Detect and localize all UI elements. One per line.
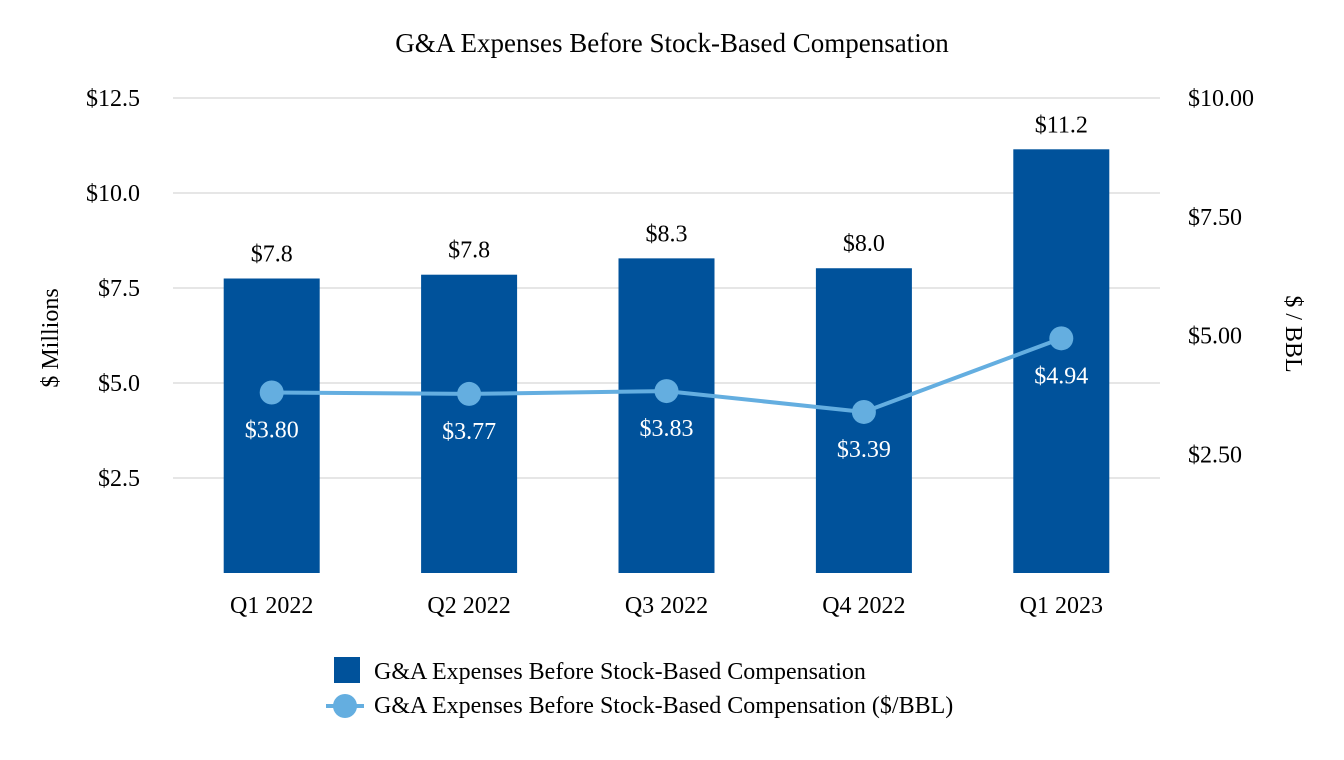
line-data-label: $3.39 (837, 437, 891, 463)
line-point (457, 381, 482, 406)
line-point (851, 399, 876, 424)
left-axis-tick-label: $12.5 (86, 86, 140, 112)
x-axis-category-label: Q3 2022 (625, 593, 708, 619)
bar (1013, 149, 1110, 574)
x-axis-category-label: Q1 2023 (1020, 593, 1103, 619)
bar-data-label: $11.2 (1035, 112, 1088, 138)
right-axis-tick-label: $10.00 (1188, 86, 1254, 112)
line-point (1049, 326, 1074, 351)
left-axis-tick-label: $2.5 (98, 466, 140, 492)
legend: G&A Expenses Before Stock-Based Compensa… (326, 657, 953, 719)
bar-data-label: $7.8 (448, 238, 490, 264)
line-data-label: $3.77 (442, 419, 496, 445)
x-axis-category-label: Q1 2022 (230, 593, 313, 619)
right-axis-tick-label: $7.50 (1188, 205, 1242, 231)
left-axis-tick-label: $7.5 (98, 276, 140, 302)
right-axis-tick-label: $2.50 (1188, 442, 1242, 468)
right-axis-tick-label: $5.00 (1188, 324, 1242, 350)
line-point (654, 379, 679, 404)
chart-title: G&A Expenses Before Stock-Based Compensa… (395, 28, 949, 58)
bar (223, 278, 320, 573)
line-data-label: $3.83 (640, 416, 694, 442)
bar-data-label: $7.8 (251, 242, 293, 268)
x-axis-category-label: Q4 2022 (822, 593, 905, 619)
line-series: $3.80 $3.77 $3.83 $3.39 $4.94 (245, 326, 1088, 463)
legend-line-marker (333, 694, 357, 718)
bar-data-label: $8.0 (843, 231, 885, 257)
left-axis-title: $ Millions (38, 288, 64, 387)
left-axis-tick-label: $5.0 (98, 371, 140, 397)
bar (421, 274, 518, 573)
bar-series: $7.8 $7.8 $8.3 $8.0 $11.2 (223, 112, 1110, 574)
bar (618, 258, 715, 573)
right-axis-title: $ / BBL (1280, 295, 1306, 372)
line-data-label: $3.80 (245, 418, 299, 444)
line-point (259, 380, 284, 405)
legend-line-label: G&A Expenses Before Stock-Based Compensa… (374, 693, 953, 719)
legend-bar-swatch (334, 657, 360, 683)
x-axis-category-label: Q2 2022 (427, 593, 510, 619)
line-data-label: $4.94 (1034, 363, 1088, 389)
axes: $2.5 $5.0 $7.5 $10.0 $12.5 $2.50 $5.00 $7.50 $10… (86, 86, 1254, 619)
legend-bar-label: G&A Expenses Before Stock-Based Compensa… (374, 659, 866, 685)
left-axis-tick-label: $10.0 (86, 181, 140, 207)
bar-data-label: $8.3 (646, 221, 688, 247)
